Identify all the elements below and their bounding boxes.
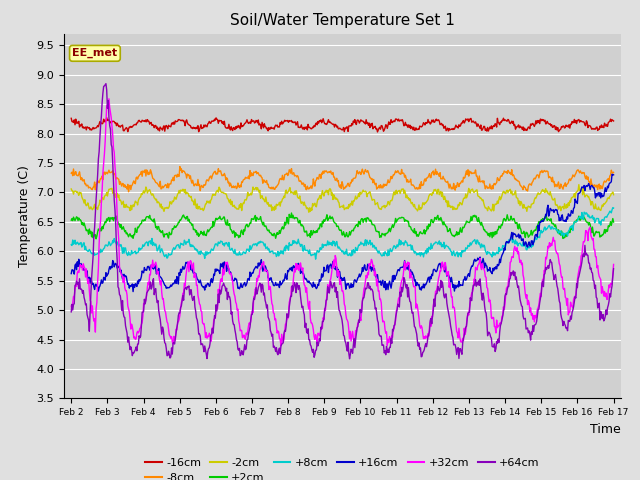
- +2cm: [610, 219, 618, 225]
- Text: EE_met: EE_met: [72, 48, 118, 59]
- Line: +64cm: +64cm: [71, 84, 614, 359]
- Line: +8cm: +8cm: [71, 208, 614, 259]
- +8cm: [133, 250, 141, 255]
- -8cm: [189, 181, 197, 187]
- -2cm: [67, 186, 75, 192]
- +32cm: [189, 263, 196, 269]
- +16cm: [218, 261, 225, 267]
- -2cm: [133, 200, 141, 205]
- Line: +32cm: +32cm: [71, 99, 614, 346]
- +2cm: [218, 217, 225, 223]
- +16cm: [77, 261, 85, 266]
- -8cm: [426, 171, 433, 177]
- X-axis label: Time: Time: [590, 423, 621, 436]
- +2cm: [426, 224, 433, 229]
- +8cm: [610, 205, 618, 211]
- Legend: -16cm, -8cm, -2cm, +2cm, +8cm, +16cm, +32cm, +64cm: -16cm, -8cm, -2cm, +2cm, +8cm, +16cm, +3…: [141, 453, 544, 480]
- +64cm: [189, 298, 196, 303]
- Line: -2cm: -2cm: [71, 185, 614, 212]
- Line: +16cm: +16cm: [71, 174, 614, 291]
- +16cm: [189, 268, 196, 274]
- +64cm: [346, 356, 353, 361]
- -8cm: [77, 177, 85, 182]
- -8cm: [125, 189, 132, 194]
- +32cm: [610, 262, 618, 267]
- -16cm: [67, 115, 75, 121]
- +16cm: [129, 288, 137, 294]
- +8cm: [425, 244, 433, 250]
- +2cm: [410, 229, 417, 235]
- -16cm: [134, 120, 141, 126]
- -8cm: [134, 176, 141, 182]
- +64cm: [218, 288, 225, 294]
- +32cm: [105, 96, 113, 102]
- Line: -16cm: -16cm: [71, 118, 614, 132]
- -16cm: [610, 118, 618, 124]
- +16cm: [610, 172, 618, 178]
- -8cm: [218, 173, 226, 179]
- +32cm: [218, 276, 225, 282]
- -16cm: [103, 115, 111, 120]
- +64cm: [134, 341, 141, 347]
- +8cm: [609, 205, 617, 211]
- +64cm: [102, 81, 110, 86]
- -16cm: [410, 124, 417, 130]
- +8cm: [217, 238, 225, 244]
- +32cm: [426, 324, 433, 329]
- -8cm: [67, 170, 75, 176]
- +16cm: [67, 271, 75, 276]
- +2cm: [134, 224, 141, 230]
- +16cm: [608, 171, 616, 177]
- -16cm: [218, 118, 225, 123]
- +64cm: [67, 309, 75, 315]
- -2cm: [77, 190, 85, 196]
- Line: +2cm: +2cm: [71, 213, 614, 239]
- +32cm: [67, 303, 75, 309]
- +8cm: [188, 244, 196, 250]
- +2cm: [77, 218, 85, 224]
- -8cm: [176, 164, 184, 169]
- +8cm: [409, 247, 417, 253]
- +64cm: [77, 286, 85, 292]
- +2cm: [67, 217, 75, 223]
- -16cm: [374, 129, 381, 135]
- -2cm: [409, 202, 417, 207]
- +64cm: [426, 328, 433, 334]
- -2cm: [575, 182, 582, 188]
- +8cm: [77, 240, 85, 245]
- Y-axis label: Temperature (C): Temperature (C): [18, 165, 31, 267]
- Line: -8cm: -8cm: [71, 167, 614, 192]
- +2cm: [189, 221, 196, 227]
- +64cm: [610, 266, 618, 272]
- +32cm: [277, 343, 285, 349]
- -2cm: [305, 209, 313, 215]
- +8cm: [67, 242, 75, 248]
- +32cm: [77, 264, 85, 269]
- +16cm: [425, 275, 433, 280]
- Title: Soil/Water Temperature Set 1: Soil/Water Temperature Set 1: [230, 13, 455, 28]
- -2cm: [217, 188, 225, 194]
- -8cm: [410, 183, 417, 189]
- -16cm: [77, 123, 85, 129]
- +2cm: [287, 210, 295, 216]
- -16cm: [189, 126, 196, 132]
- +32cm: [410, 284, 417, 289]
- -8cm: [610, 169, 618, 175]
- -16cm: [426, 120, 433, 125]
- -2cm: [610, 192, 618, 198]
- +64cm: [410, 317, 417, 323]
- -2cm: [425, 193, 433, 199]
- -2cm: [188, 198, 196, 204]
- +8cm: [312, 256, 319, 262]
- +16cm: [409, 271, 417, 277]
- +16cm: [134, 278, 141, 284]
- +32cm: [134, 328, 141, 334]
- +2cm: [92, 236, 100, 242]
